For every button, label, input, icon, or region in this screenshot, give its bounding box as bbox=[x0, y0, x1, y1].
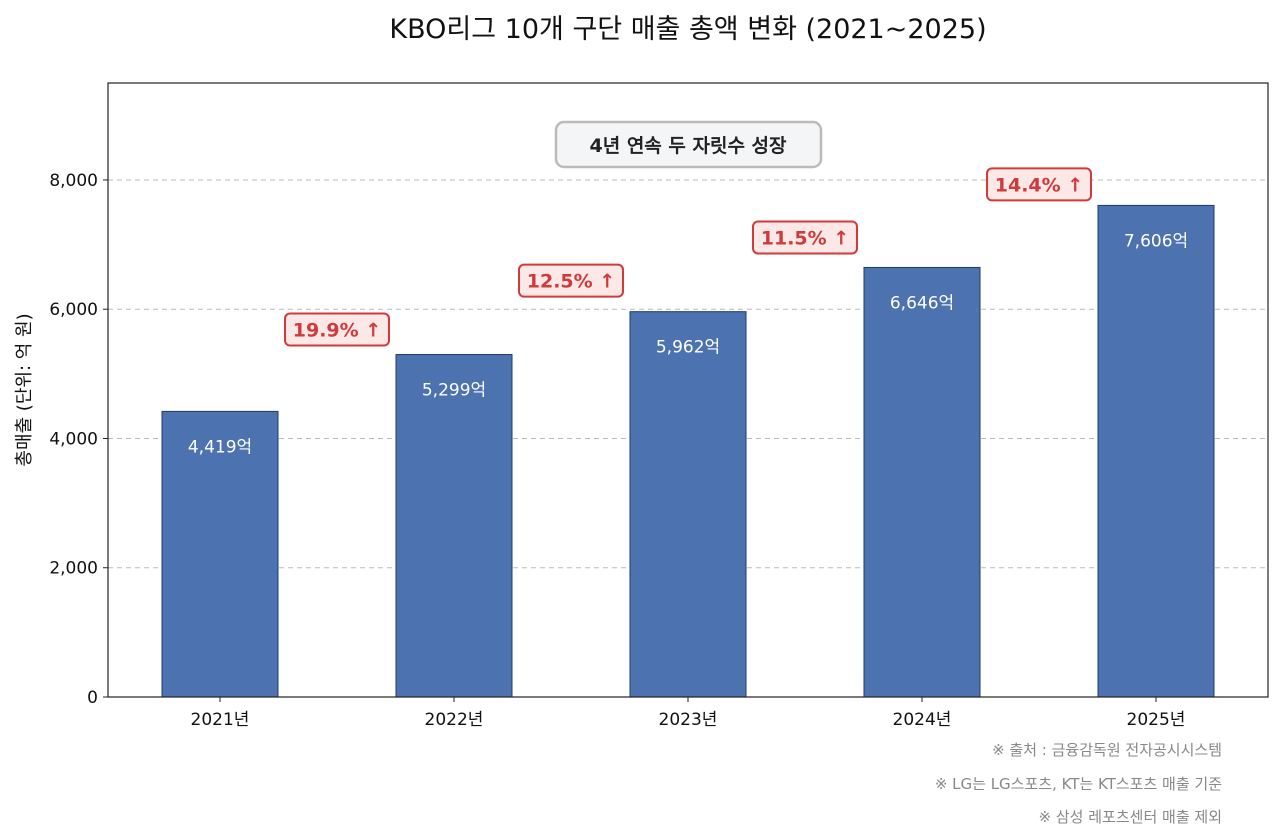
bar-value-label: 5,962억 bbox=[656, 338, 720, 358]
growth-badge-text: 19.9% ↑ bbox=[293, 320, 381, 342]
growth-badge-box bbox=[284, 312, 390, 347]
x-tick-label: 2023년 bbox=[659, 710, 718, 730]
bar bbox=[161, 410, 279, 698]
growth-badge-text: 11.5% ↑ bbox=[761, 227, 849, 249]
growth-badge-box bbox=[518, 263, 624, 298]
y-tick-label: 8,000 bbox=[49, 171, 98, 191]
bar-value-label: 6,646억 bbox=[890, 293, 954, 313]
bar bbox=[1097, 204, 1215, 698]
growth-badge-box bbox=[752, 220, 858, 255]
footnote-basis: ※ LG는 LG스포츠, KT는 KT스포츠 매출 기준 bbox=[935, 775, 1222, 793]
growth-badge-text: 12.5% ↑ bbox=[527, 271, 615, 293]
bar bbox=[629, 311, 747, 698]
growth-badge-text: 14.4% ↑ bbox=[995, 174, 1083, 196]
x-tick-label: 2021년 bbox=[191, 710, 250, 730]
growth-badge: 12.5% ↑ bbox=[518, 263, 624, 298]
chart-title: KBO리그 10개 구단 매출 총액 변화 (2021~2025) bbox=[389, 14, 986, 45]
annotation-text: 4년 연속 두 자릿수 성장 bbox=[590, 135, 788, 157]
growth-badge-box bbox=[986, 167, 1092, 202]
annotation-box: 4년 연속 두 자릿수 성장 bbox=[554, 120, 823, 169]
y-axis-label: 총매출 (단위: 억 원) bbox=[14, 313, 35, 466]
y-tick-label: 0 bbox=[87, 688, 98, 708]
bar bbox=[395, 354, 513, 698]
growth-badge: 14.4% ↑ bbox=[986, 167, 1092, 202]
bar-value-label: 5,299억 bbox=[422, 381, 486, 401]
y-tick-label: 6,000 bbox=[49, 300, 98, 320]
x-tick-label: 2022년 bbox=[425, 710, 484, 730]
footnote-exclusion: ※ 삼성 레포츠센터 매출 제외 bbox=[1039, 808, 1222, 826]
growth-badge: 19.9% ↑ bbox=[284, 312, 390, 347]
bar bbox=[863, 266, 981, 698]
footnote-source: ※ 출처 : 금융감독원 전자공시시스템 bbox=[992, 741, 1222, 759]
y-tick-label: 2,000 bbox=[49, 559, 98, 579]
y-tick-label: 4,000 bbox=[49, 429, 98, 449]
bar-value-label: 4,419억 bbox=[188, 437, 252, 457]
x-tick-label: 2024년 bbox=[893, 710, 952, 730]
x-tick-label: 2025년 bbox=[1127, 710, 1186, 730]
growth-badge: 11.5% ↑ bbox=[752, 220, 858, 255]
bar-value-label: 7,606억 bbox=[1124, 231, 1188, 251]
